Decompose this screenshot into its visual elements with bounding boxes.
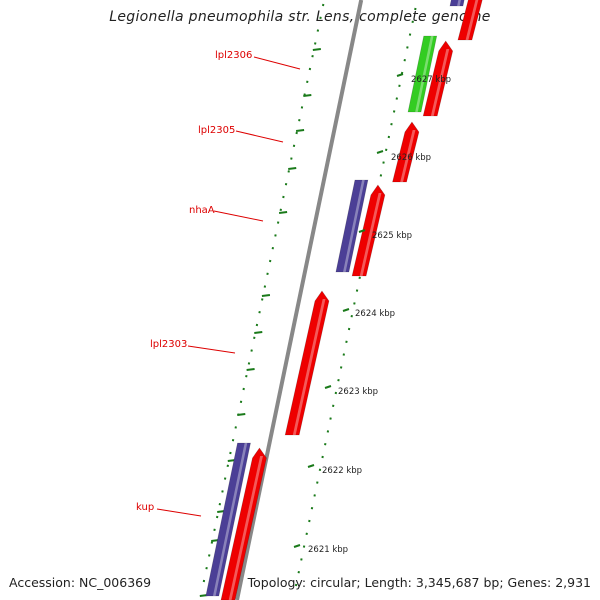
forward-cds-2-body — [351, 184, 386, 277]
gene-label-leader — [235, 130, 284, 143]
tick-mark-major — [295, 129, 305, 132]
forward-cds-1 — [220, 447, 267, 600]
forward-cds-3-shine — [430, 49, 450, 116]
gene-label: nhaA — [189, 205, 215, 216]
backbone-line — [235, 0, 364, 600]
forward-cds-lpl2305-shine — [400, 130, 416, 182]
forward-cds-top — [457, 0, 483, 41]
gene-label: lpl2306 — [215, 50, 252, 61]
forward-cds-1-body — [220, 447, 267, 600]
tick-mark-major — [278, 211, 288, 214]
scale-label: 2627 kbp — [411, 75, 451, 85]
scale-major-tick — [307, 464, 315, 468]
tick-mark-major — [254, 331, 263, 334]
accession-label: Accession: NC_006369 — [9, 575, 152, 590]
forward-cds-3-body — [422, 40, 454, 117]
tick-mark-major — [237, 413, 246, 416]
scale-major-tick — [293, 544, 301, 548]
forward-cds-2-shine — [359, 193, 382, 276]
scale-major-tick — [342, 308, 350, 312]
green-feature-lpl2306 — [407, 35, 438, 113]
forward-cds-1-shine — [228, 456, 263, 600]
gene-label-leader — [156, 508, 202, 517]
forward-cds-lpl2305 — [392, 121, 420, 183]
gene-label: kup — [136, 502, 154, 513]
reverse-cds-nhaA — [335, 179, 369, 273]
reverse-cds-kup — [205, 442, 251, 597]
reverse-cds-nhaA-shine — [343, 180, 365, 272]
scale-label: 2621 kbp — [308, 545, 348, 555]
scale-label: 2626 kbp — [391, 153, 431, 163]
forward-cds-lpl2305-body — [392, 121, 420, 183]
gene-label-leader — [187, 345, 236, 354]
map-title: Legionella pneumophila str. Lens, comple… — [109, 9, 491, 25]
forward-cds-lpl2303 — [284, 290, 330, 436]
reverse-cds-kup-shine — [212, 443, 248, 596]
scale-major-tick — [396, 73, 404, 77]
reverse-cds-top-shine — [457, 0, 461, 6]
genome-summary: Topology: circular; Length: 3,345,687 bp… — [247, 575, 591, 590]
tick-mark-major — [261, 294, 271, 297]
gene-label: lpl2303 — [150, 339, 187, 350]
scale-label: 2625 kbp — [372, 231, 412, 241]
green-feature-lpl2306-body — [407, 35, 438, 113]
scale-label: 2624 kbp — [355, 309, 395, 319]
scale-label: 2622 kbp — [322, 466, 362, 476]
reverse-cds-kup-body — [205, 442, 251, 597]
forward-cds-lpl2303-shine — [292, 299, 326, 435]
tick-mark-major — [288, 167, 297, 170]
reverse-cds-top — [449, 0, 465, 7]
forward-cds-2 — [351, 184, 386, 277]
tick-mark-major — [246, 368, 255, 371]
scale-major-tick — [358, 229, 366, 233]
forward-cds-top-shine — [465, 0, 479, 40]
tick-mark-major — [312, 48, 321, 51]
reverse-cds-top-body — [449, 0, 465, 7]
green-feature-lpl2306-shine — [415, 36, 434, 112]
gene-label-leader — [253, 56, 301, 70]
tick-mark-major — [303, 94, 312, 97]
forward-cds-top-body — [457, 0, 483, 41]
scale-major-tick — [324, 385, 332, 389]
gene-label-leader — [213, 210, 264, 222]
gene-label: lpl2305 — [198, 125, 235, 136]
reverse-cds-nhaA-body — [335, 179, 369, 273]
forward-cds-lpl2303-body — [284, 290, 330, 436]
forward-cds-3 — [422, 40, 454, 117]
scale-label: 2623 kbp — [338, 387, 378, 397]
scale-major-tick — [376, 150, 384, 154]
